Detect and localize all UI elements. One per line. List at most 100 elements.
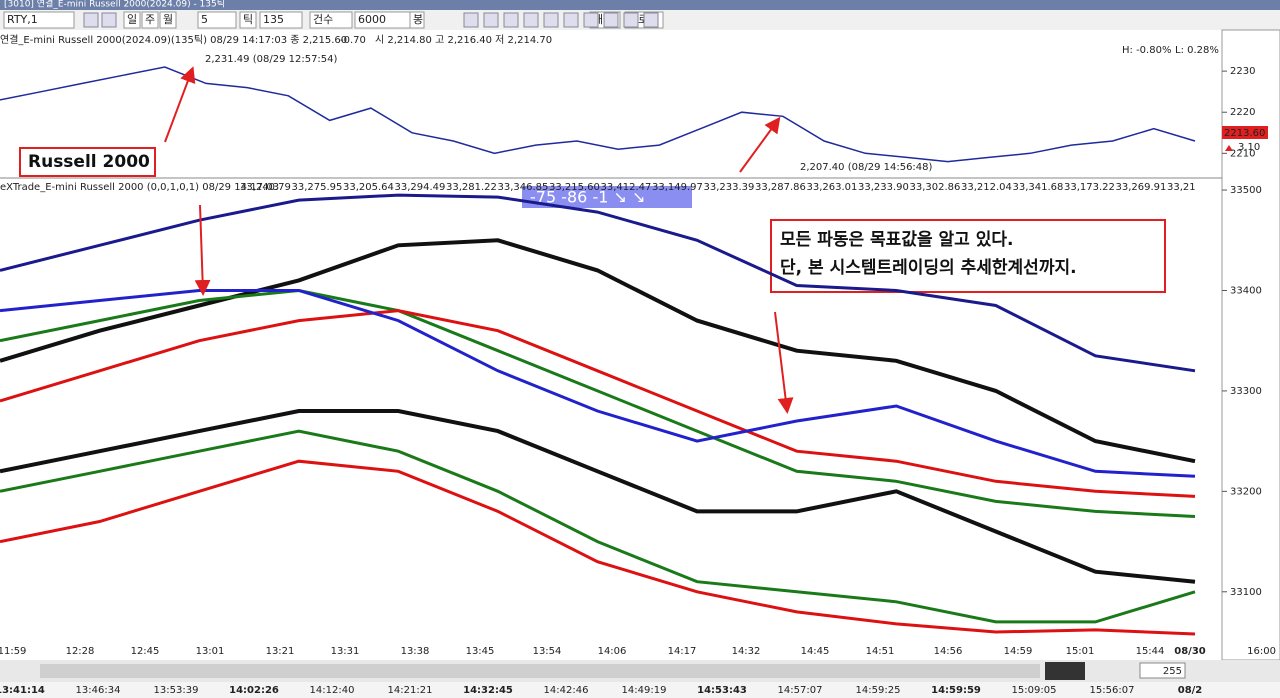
- toolbar-icon[interactable]: [463, 12, 479, 28]
- toolbar-label: 월: [163, 13, 173, 26]
- x-tick-label: 12:28: [66, 646, 95, 657]
- toolbar-icon[interactable]: [503, 12, 519, 28]
- navigator-time: 14:12:40: [310, 685, 355, 696]
- y-tick-label: 33400: [1230, 285, 1262, 296]
- indicator-header: eXTrade_E-mini Russell 2000 (0,0,1,0,1) …: [0, 182, 279, 193]
- toolbar-icon[interactable]: [483, 12, 499, 28]
- high-pct: H: -0.80%: [1122, 45, 1171, 56]
- toolbar-icon[interactable]: [101, 12, 117, 28]
- toolbar-icon[interactable]: [523, 12, 539, 28]
- navigator-time: 14:49:19: [622, 685, 667, 696]
- series-line: [0, 66, 1196, 163]
- indicator-value: 33,240.79: [240, 182, 291, 193]
- annotation-box: [19, 147, 156, 177]
- indicator-value: 33,21: [1167, 182, 1196, 193]
- y-tick-label: 2230: [1230, 66, 1255, 77]
- x-tick-label: 14:32: [732, 646, 761, 657]
- toolbar-icon[interactable]: [83, 12, 99, 28]
- zoom-value: 255: [1163, 666, 1182, 677]
- annotation: Russell 2000: [28, 152, 150, 172]
- toolbar-icon[interactable]: [583, 12, 599, 28]
- toolbar-button[interactable]: [141, 11, 159, 29]
- y-tick-label: 2220: [1230, 107, 1255, 118]
- series-line: [0, 238, 1196, 464]
- price-header: 연결_E-mini Russell 2000(2024.09)(135틱) 08…: [0, 34, 347, 46]
- navigator-time: 13:53:39: [154, 685, 199, 696]
- x-tick-label: 14:59: [1004, 646, 1033, 657]
- price-header: -0.70: [340, 35, 366, 46]
- annotation: 모든 파동은 목표값을 알고 있다.: [780, 230, 1013, 250]
- chart-area: [0, 30, 1280, 698]
- navigator-time: 15:09:05: [1012, 685, 1057, 696]
- series-line: [0, 459, 1196, 636]
- low-note: 2,207.40 (08/29 14:56:48): [800, 162, 933, 173]
- toolbar-button[interactable]: [3, 11, 75, 29]
- time-bar: [0, 682, 1280, 698]
- indicator-value: 33,173.22: [1064, 182, 1115, 193]
- toolbar-button[interactable]: [159, 11, 177, 29]
- toolbar-icon[interactable]: [643, 12, 659, 28]
- toolbar-button[interactable]: [197, 11, 237, 29]
- navigator-time: 14:57:07: [778, 685, 823, 696]
- toolbar-icon[interactable]: [563, 12, 579, 28]
- toolbar-button[interactable]: [309, 11, 353, 29]
- series-line: [0, 409, 1196, 584]
- toolbar-button[interactable]: [123, 11, 141, 29]
- high-note: 2,231.49 (08/29 12:57:54): [205, 54, 338, 65]
- indicator-value: 33,269.91: [1116, 182, 1167, 193]
- x-tick-label: 13:31: [331, 646, 360, 657]
- toolbar-button[interactable]: [259, 11, 303, 29]
- y-tick-label: 33200: [1230, 486, 1262, 497]
- indicator-value: 33,233.90: [858, 182, 909, 193]
- toolbar-label: 틱: [243, 13, 253, 26]
- indicator-value: 33,263.01: [807, 182, 858, 193]
- last-price: 2213.60: [1224, 128, 1265, 139]
- indicator-value: 33,346.85: [498, 182, 549, 193]
- indicator-value: 33,149.97: [652, 182, 703, 193]
- series-line: [0, 193, 1196, 373]
- toolbar-icon[interactable]: [543, 12, 559, 28]
- toolbar-icon[interactable]: [623, 12, 639, 28]
- annotation: 단, 본 시스템트레이딩의 추세한계선까지.: [780, 258, 1077, 278]
- navigator-time: 13:46:34: [76, 685, 121, 696]
- toolbar-label: 건수: [313, 13, 333, 26]
- up-arrow: [1225, 145, 1233, 151]
- x-tick-label: 11:59: [0, 646, 26, 657]
- toolbar-button[interactable]: [239, 11, 257, 29]
- x-tick-label: 13:01: [196, 646, 225, 657]
- navigator-time: 14:21:21: [388, 685, 433, 696]
- y-tick-label: 33300: [1230, 386, 1262, 397]
- x-tick-label: 15:44: [1136, 646, 1165, 657]
- last-price-box: [1222, 126, 1268, 139]
- toolbar-icon[interactable]: [603, 12, 619, 28]
- series-line: [0, 309, 1196, 498]
- navigator-time: 13:41:14: [0, 685, 45, 696]
- x-tick-label: 14:51: [866, 646, 895, 657]
- x-tick-label: 08/30: [1174, 646, 1206, 657]
- toolbar-button[interactable]: [409, 11, 425, 29]
- indicator-value: 33,281.22: [446, 182, 497, 193]
- x-tick-label: 14:06: [598, 646, 627, 657]
- indicator-value: 33,205.64: [343, 182, 394, 193]
- badge-text: -75 -86 -1 ↘ ↘: [530, 188, 645, 207]
- y-tick-label: 2210: [1230, 148, 1255, 159]
- zoom-input[interactable]: [1139, 662, 1186, 679]
- indicator-value: 33,233.39: [704, 182, 755, 193]
- indicator-value: 33,215.60: [549, 182, 600, 193]
- navigator-time: 14:59:59: [931, 685, 981, 696]
- toolbar-label: 6000: [358, 13, 386, 26]
- y-axis-pane: [1221, 29, 1280, 661]
- indicator-value: 33,294.49: [395, 182, 446, 193]
- navigator-time: 14:32:45: [463, 685, 513, 696]
- x-tick-label: 14:17: [668, 646, 697, 657]
- x-tick-label: 14:45: [801, 646, 830, 657]
- x-tick-label: 13:21: [266, 646, 295, 657]
- y-tick-label: 33100: [1230, 587, 1262, 598]
- navigator-time: 08/2: [1178, 685, 1203, 696]
- indicator-value: 33,212.04: [961, 182, 1012, 193]
- navigator-thumb[interactable]: [1045, 662, 1085, 680]
- toolbar-label: RTY,1: [7, 13, 38, 26]
- navigator-time: 14:59:25: [856, 685, 901, 696]
- indicator-value: 33,287.86: [755, 182, 806, 193]
